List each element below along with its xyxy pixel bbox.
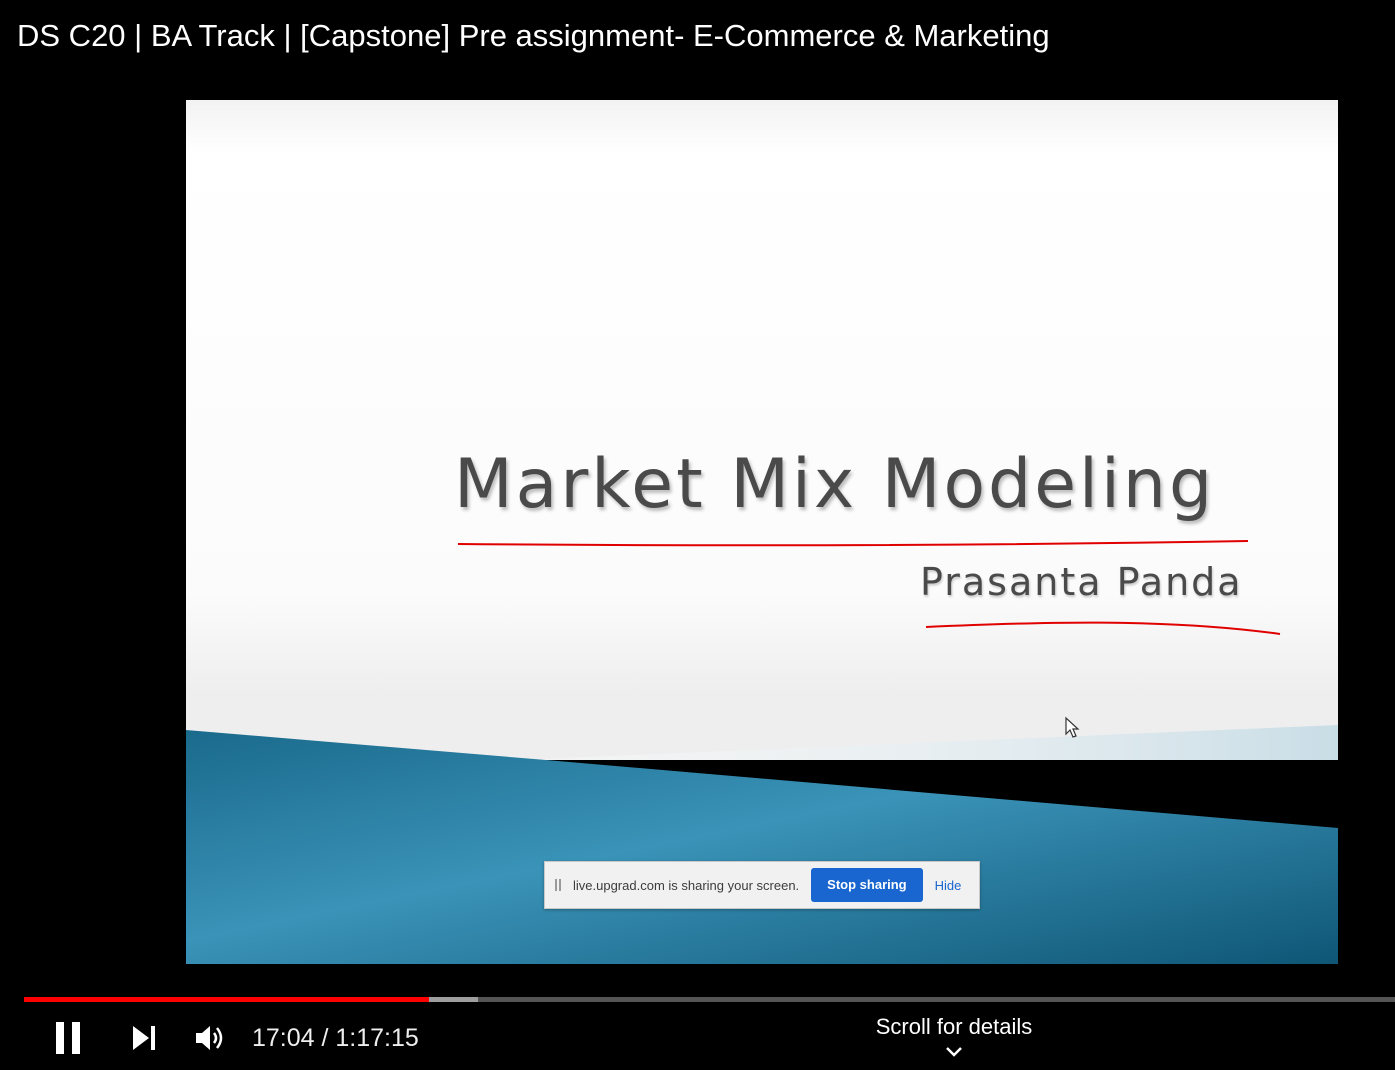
slide-teal-band xyxy=(186,730,1338,964)
pause-button[interactable] xyxy=(48,1014,88,1062)
progress-bar[interactable] xyxy=(24,997,1395,1002)
screen-share-bar: live.upgrad.com is sharing your screen. … xyxy=(544,861,980,909)
slide-title: Market Mix Modeling xyxy=(454,445,1216,524)
video-frame[interactable]: Market Mix Modeling Prasanta Panda live.… xyxy=(186,100,1338,964)
slide-background xyxy=(186,100,1338,964)
volume-button[interactable] xyxy=(190,1014,230,1062)
drag-handle-icon[interactable] xyxy=(555,879,561,891)
hide-button[interactable]: Hide xyxy=(934,877,962,893)
volume-icon xyxy=(196,1026,223,1050)
scroll-for-details[interactable]: Scroll for details xyxy=(875,1014,1033,1039)
chevron-down-icon[interactable] xyxy=(945,1046,963,1058)
share-message: live.upgrad.com is sharing your screen. xyxy=(573,877,800,893)
progress-played xyxy=(24,997,429,1002)
slide-light-band xyxy=(516,725,1338,760)
video-title: DS C20 | BA Track | [Capstone] Pre assig… xyxy=(17,18,1050,53)
mouse-cursor-icon xyxy=(1065,716,1080,738)
slide-subtitle: Prasanta Panda xyxy=(920,560,1243,604)
next-button[interactable] xyxy=(124,1014,164,1062)
title-underline-annotation xyxy=(457,540,1249,547)
pause-icon xyxy=(56,1022,80,1054)
time-display: 17:04 / 1:17:15 xyxy=(252,1024,419,1052)
next-icon xyxy=(133,1026,155,1050)
stop-sharing-button[interactable]: Stop sharing xyxy=(811,868,923,902)
subtitle-underline-annotation xyxy=(925,621,1281,635)
